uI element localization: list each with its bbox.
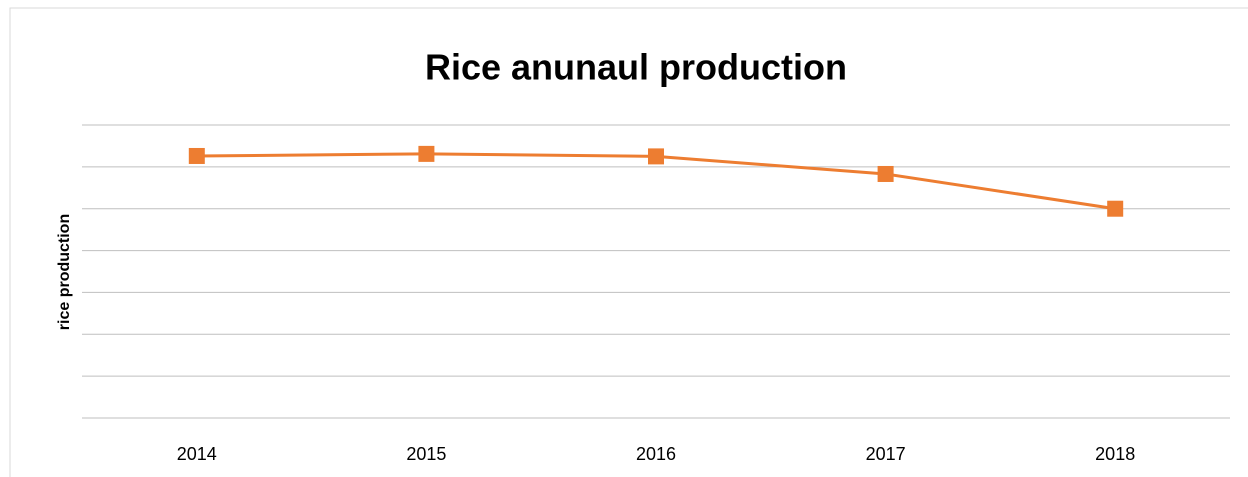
data-point xyxy=(877,165,894,182)
x-tick-label: 2018 xyxy=(1095,444,1135,464)
chart-title: Rice anunaul production xyxy=(425,47,847,88)
data-point xyxy=(188,147,205,164)
data-point xyxy=(648,148,664,165)
x-tick-label: 2014 xyxy=(177,444,217,464)
x-tick-label: 2016 xyxy=(636,444,676,464)
data-point xyxy=(1107,200,1124,217)
x-tick-label: 2017 xyxy=(866,444,906,464)
chart-border xyxy=(9,7,1248,477)
y-axis-label: rice production xyxy=(56,214,73,330)
data-point xyxy=(418,145,435,162)
x-tick-label: 2015 xyxy=(406,444,446,464)
